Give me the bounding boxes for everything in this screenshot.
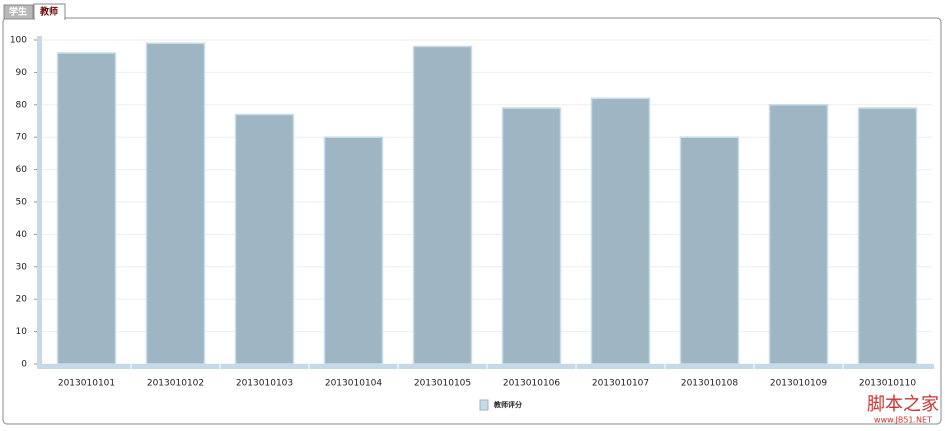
x-tick-label: 2013010106 bbox=[503, 379, 561, 389]
x-tick-label: 2013010110 bbox=[859, 379, 917, 389]
bar bbox=[412, 45, 473, 365]
bar bbox=[56, 52, 117, 365]
bar bbox=[501, 107, 562, 365]
y-tick-label: 90 bbox=[16, 68, 28, 78]
bar bbox=[590, 97, 651, 365]
y-tick-label: 0 bbox=[21, 360, 27, 370]
bar bbox=[679, 136, 740, 365]
x-axis bbox=[37, 364, 934, 369]
tab[interactable] bbox=[3, 4, 34, 20]
x-tick-label: 2013010104 bbox=[325, 379, 383, 389]
y-tick-label: 20 bbox=[16, 295, 28, 305]
tab-joint bbox=[35, 17, 64, 20]
x-tick-label: 2013010101 bbox=[58, 379, 115, 389]
legend-label: 教师评分 bbox=[493, 400, 522, 409]
watermark-url: www.JB51.NET bbox=[874, 416, 932, 425]
x-tick-label: 2013010105 bbox=[414, 379, 471, 389]
y-tick-label: 40 bbox=[16, 230, 28, 240]
tab-label[interactable]: 教师 bbox=[39, 6, 58, 18]
y-tick-label: 30 bbox=[16, 262, 28, 272]
x-tick-label: 2013010108 bbox=[681, 379, 739, 389]
y-tick-label: 50 bbox=[16, 198, 28, 208]
y-tick-label: 100 bbox=[10, 36, 27, 46]
x-tick-label: 2013010102 bbox=[147, 379, 204, 389]
y-tick-label: 10 bbox=[16, 327, 28, 337]
x-tick-label: 2013010109 bbox=[770, 379, 828, 389]
x-tick-label: 2013010107 bbox=[592, 379, 649, 389]
y-tick-label: 80 bbox=[16, 100, 28, 110]
y-tick-label: 70 bbox=[16, 133, 28, 143]
watermark-title: 脚本之家 bbox=[867, 394, 939, 415]
bar bbox=[323, 136, 384, 365]
bar bbox=[768, 104, 829, 365]
bar bbox=[234, 113, 295, 365]
bar bbox=[857, 107, 918, 365]
y-tick-label: 60 bbox=[16, 165, 28, 175]
x-tick-label: 2013010103 bbox=[236, 379, 293, 389]
y-axis bbox=[37, 36, 42, 369]
tab-label[interactable]: 学生 bbox=[9, 6, 27, 18]
legend-swatch bbox=[479, 399, 489, 411]
bar bbox=[145, 42, 206, 365]
